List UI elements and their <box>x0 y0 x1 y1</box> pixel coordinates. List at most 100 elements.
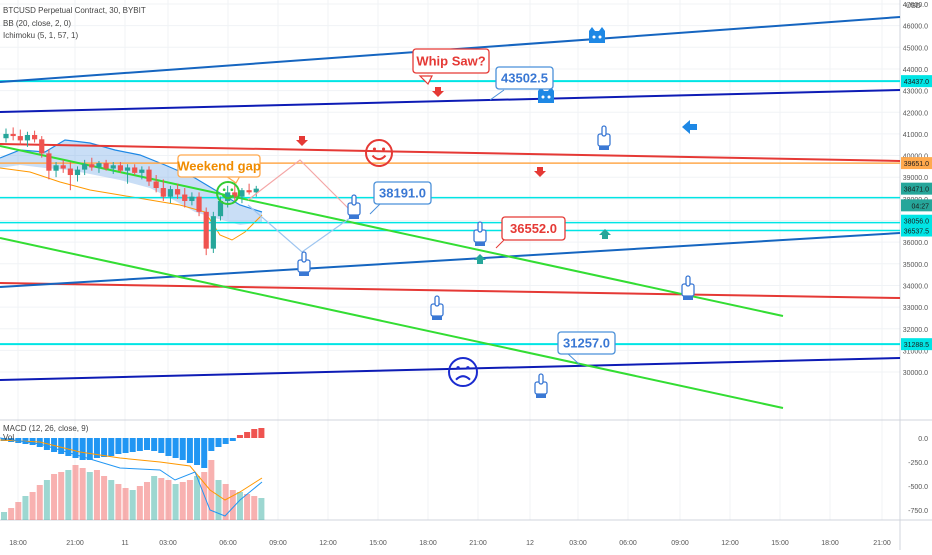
price-tick-label: 46000.0 <box>903 24 928 31</box>
time-tick-label: 15:00 <box>771 540 789 547</box>
up-arrow-icon <box>474 254 486 264</box>
macd-histogram-bar <box>93 438 100 458</box>
candle-body <box>175 189 181 195</box>
candle-body <box>60 165 66 169</box>
volume-bar <box>108 480 115 520</box>
time-tick-label: 06:00 <box>619 540 637 547</box>
volume-bar <box>258 498 265 520</box>
annotation-text: 36552.0 <box>510 221 557 236</box>
volume-bar <box>1 512 7 520</box>
time-tick-label: 03:00 <box>569 540 587 547</box>
price-callout-43502: 43502.5 <box>495 66 554 90</box>
macd-histogram-bar <box>215 438 222 447</box>
time-tick-label: 12 <box>526 540 534 547</box>
candle-body <box>196 196 202 212</box>
macd-tick-label: -250.0 <box>908 460 928 467</box>
volume-bar <box>186 480 193 520</box>
price-tick-label: 40000.0 <box>903 154 928 161</box>
volume-bar <box>79 468 86 520</box>
price-tag-label: 38471.0 <box>904 187 929 194</box>
candle-body <box>124 167 131 171</box>
volume-bar <box>36 485 43 520</box>
macd-histogram-bar <box>65 438 72 456</box>
volume-bar <box>136 486 143 520</box>
price-tick-label: 32000.0 <box>903 327 928 334</box>
volume-bar <box>101 476 108 520</box>
candle-body <box>67 168 73 176</box>
volume-bar <box>229 490 236 520</box>
price-tick-label: 33000.0 <box>903 305 928 312</box>
down-arrow-icon <box>534 167 546 177</box>
price-callout-31257: 31257.0 <box>557 331 616 355</box>
price-tick-label: 41000.0 <box>903 132 928 139</box>
price-tag-label: 43437.0 <box>904 79 929 86</box>
volume-bar <box>51 474 58 520</box>
price-tag: 31288.5 <box>901 338 932 351</box>
volume-bar <box>22 496 29 520</box>
trendline-navy-upper <box>0 89 901 113</box>
volume-bar <box>8 508 15 520</box>
macd-histogram-bar <box>229 438 236 441</box>
price-tick-label: 44000.0 <box>903 67 928 74</box>
macd-histogram-bar <box>151 438 158 451</box>
macd-histogram-bar <box>115 438 122 454</box>
candle-body <box>74 169 81 176</box>
projection-path-blue <box>247 204 351 253</box>
candle-body <box>210 216 216 249</box>
cat-icon <box>589 27 605 43</box>
currency-label: USD <box>906 3 921 10</box>
time-tick-label: 12:00 <box>721 540 739 547</box>
annotation-text: Whip Saw? <box>416 54 485 69</box>
volume-bar <box>93 470 100 520</box>
candle-body <box>39 139 45 154</box>
price-tag-label: 04:27 <box>911 203 929 210</box>
macd-histogram-bar <box>72 438 79 458</box>
callout-leader <box>369 203 381 215</box>
macd-tick-label: -750.0 <box>908 508 928 515</box>
candle-body <box>110 165 116 169</box>
time-tick-label: 09:00 <box>671 540 689 547</box>
candle-body <box>182 194 188 202</box>
volume-bar <box>208 460 215 520</box>
price-tag: 36537.5 <box>901 224 932 237</box>
volume-bar <box>122 488 129 520</box>
volume-bar <box>251 496 258 520</box>
price-tag: 38471.0 <box>901 182 932 195</box>
macd-histogram-bar <box>86 438 93 460</box>
macd-histogram-bar <box>129 438 136 452</box>
volume-bar <box>222 484 229 520</box>
candle-body <box>24 134 31 141</box>
candle-body <box>103 163 109 169</box>
symbol-label: BTCUSD Perpetual Contract, 30, BYBIT <box>3 6 146 15</box>
macd-label: MACD (12, 26, close, 9) <box>3 424 89 433</box>
time-tick-label: 03:00 <box>159 540 177 547</box>
candle-body <box>225 192 231 202</box>
annotation-text: 43502.5 <box>501 71 548 86</box>
macd-histogram-bar <box>58 438 65 454</box>
candle-body <box>160 188 166 197</box>
cat-icon <box>538 87 554 103</box>
macd-histogram-bar <box>79 438 86 460</box>
macd-histogram-bar <box>108 438 115 456</box>
sad-face-icon-blue <box>448 357 478 387</box>
price-tag: 38056.0 <box>901 214 932 227</box>
macd-histogram-bar <box>179 438 186 460</box>
volume-bar <box>15 502 22 520</box>
macd-histogram-bar <box>194 438 201 465</box>
time-tick-label: 11 <box>121 540 128 547</box>
candle-body <box>117 165 123 171</box>
bb-basis <box>0 167 263 241</box>
macd-histogram-bar <box>222 438 229 444</box>
volume-bar <box>151 476 158 520</box>
projection-path-red <box>247 159 351 211</box>
down-arrow-icon <box>432 87 444 97</box>
price-tag: 43437.0 <box>901 75 932 88</box>
price-tag: 39651.0 <box>901 157 932 170</box>
candle-body <box>146 169 152 182</box>
hand-pointer-icon <box>347 194 361 219</box>
macd-histogram-bar <box>1 438 7 441</box>
price-tag-label: 36537.5 <box>904 229 929 236</box>
